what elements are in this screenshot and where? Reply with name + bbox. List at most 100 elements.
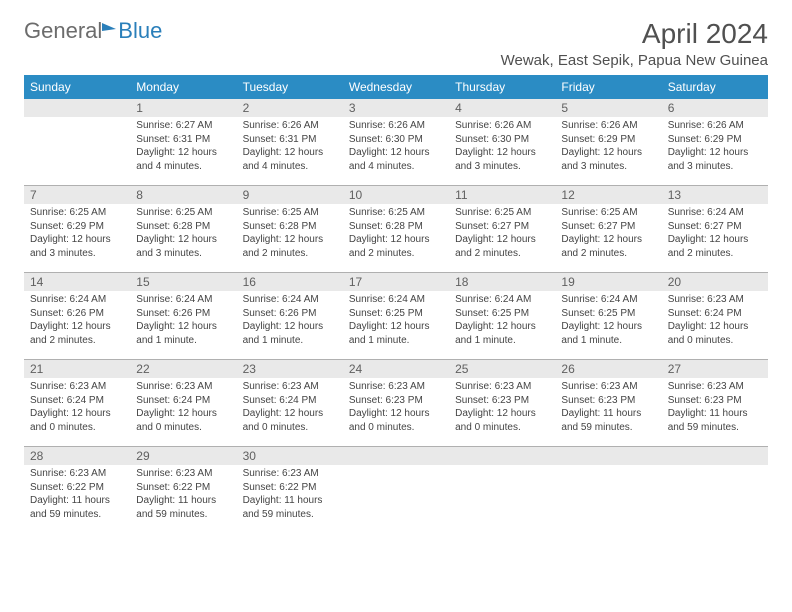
day-empty <box>555 447 661 533</box>
day-28: 28Sunrise: 6:23 AMSunset: 6:22 PMDayligh… <box>24 447 130 533</box>
day-body: Sunrise: 6:23 AMSunset: 6:23 PMDaylight:… <box>555 378 661 438</box>
month-title: April 2024 <box>501 18 768 50</box>
day-number: 13 <box>662 186 768 204</box>
day-number: 14 <box>24 273 130 291</box>
day-body: Sunrise: 6:25 AMSunset: 6:27 PMDaylight:… <box>555 204 661 264</box>
day-number <box>343 447 449 465</box>
day-number: 29 <box>130 447 236 465</box>
day-17: 17Sunrise: 6:24 AMSunset: 6:25 PMDayligh… <box>343 273 449 359</box>
logo: General Blue <box>24 18 162 44</box>
logo-blue-text: Blue <box>118 18 162 44</box>
week-row: 21Sunrise: 6:23 AMSunset: 6:24 PMDayligh… <box>24 360 768 447</box>
day-number: 28 <box>24 447 130 465</box>
day-10: 10Sunrise: 6:25 AMSunset: 6:28 PMDayligh… <box>343 186 449 272</box>
logo-triangle-icon <box>102 23 116 31</box>
day-number: 24 <box>343 360 449 378</box>
day-8: 8Sunrise: 6:25 AMSunset: 6:28 PMDaylight… <box>130 186 236 272</box>
day-number: 10 <box>343 186 449 204</box>
day-14: 14Sunrise: 6:24 AMSunset: 6:26 PMDayligh… <box>24 273 130 359</box>
day-body: Sunrise: 6:23 AMSunset: 6:23 PMDaylight:… <box>662 378 768 438</box>
day-number: 1 <box>130 99 236 117</box>
day-3: 3Sunrise: 6:26 AMSunset: 6:30 PMDaylight… <box>343 99 449 185</box>
weekday-saturday: Saturday <box>662 75 768 99</box>
week-row: 1Sunrise: 6:27 AMSunset: 6:31 PMDaylight… <box>24 99 768 186</box>
day-body: Sunrise: 6:26 AMSunset: 6:31 PMDaylight:… <box>237 117 343 177</box>
day-body: Sunrise: 6:26 AMSunset: 6:30 PMDaylight:… <box>343 117 449 177</box>
calendar-weeks: 1Sunrise: 6:27 AMSunset: 6:31 PMDaylight… <box>24 99 768 533</box>
day-18: 18Sunrise: 6:24 AMSunset: 6:25 PMDayligh… <box>449 273 555 359</box>
day-empty <box>449 447 555 533</box>
day-body: Sunrise: 6:24 AMSunset: 6:26 PMDaylight:… <box>237 291 343 351</box>
weekday-header-row: SundayMondayTuesdayWednesdayThursdayFrid… <box>24 75 768 99</box>
weekday-thursday: Thursday <box>449 75 555 99</box>
day-body: Sunrise: 6:23 AMSunset: 6:24 PMDaylight:… <box>662 291 768 351</box>
day-body: Sunrise: 6:23 AMSunset: 6:23 PMDaylight:… <box>449 378 555 438</box>
day-number: 25 <box>449 360 555 378</box>
day-number: 5 <box>555 99 661 117</box>
day-body: Sunrise: 6:24 AMSunset: 6:26 PMDaylight:… <box>24 291 130 351</box>
day-20: 20Sunrise: 6:23 AMSunset: 6:24 PMDayligh… <box>662 273 768 359</box>
weekday-friday: Friday <box>555 75 661 99</box>
day-13: 13Sunrise: 6:24 AMSunset: 6:27 PMDayligh… <box>662 186 768 272</box>
weekday-wednesday: Wednesday <box>343 75 449 99</box>
day-number: 2 <box>237 99 343 117</box>
weekday-tuesday: Tuesday <box>237 75 343 99</box>
day-body: Sunrise: 6:25 AMSunset: 6:28 PMDaylight:… <box>237 204 343 264</box>
day-number: 8 <box>130 186 236 204</box>
day-body: Sunrise: 6:24 AMSunset: 6:25 PMDaylight:… <box>343 291 449 351</box>
day-number: 6 <box>662 99 768 117</box>
day-body: Sunrise: 6:23 AMSunset: 6:22 PMDaylight:… <box>130 465 236 525</box>
day-7: 7Sunrise: 6:25 AMSunset: 6:29 PMDaylight… <box>24 186 130 272</box>
day-number: 17 <box>343 273 449 291</box>
day-body: Sunrise: 6:25 AMSunset: 6:28 PMDaylight:… <box>343 204 449 264</box>
day-6: 6Sunrise: 6:26 AMSunset: 6:29 PMDaylight… <box>662 99 768 185</box>
day-body: Sunrise: 6:26 AMSunset: 6:29 PMDaylight:… <box>555 117 661 177</box>
day-number: 27 <box>662 360 768 378</box>
day-number: 23 <box>237 360 343 378</box>
day-body: Sunrise: 6:24 AMSunset: 6:26 PMDaylight:… <box>130 291 236 351</box>
day-25: 25Sunrise: 6:23 AMSunset: 6:23 PMDayligh… <box>449 360 555 446</box>
day-number: 20 <box>662 273 768 291</box>
day-number: 18 <box>449 273 555 291</box>
day-body: Sunrise: 6:25 AMSunset: 6:27 PMDaylight:… <box>449 204 555 264</box>
day-number: 9 <box>237 186 343 204</box>
day-body: Sunrise: 6:26 AMSunset: 6:30 PMDaylight:… <box>449 117 555 177</box>
day-number: 4 <box>449 99 555 117</box>
day-19: 19Sunrise: 6:24 AMSunset: 6:25 PMDayligh… <box>555 273 661 359</box>
day-body: Sunrise: 6:25 AMSunset: 6:29 PMDaylight:… <box>24 204 130 264</box>
day-empty <box>24 99 130 185</box>
day-2: 2Sunrise: 6:26 AMSunset: 6:31 PMDaylight… <box>237 99 343 185</box>
day-5: 5Sunrise: 6:26 AMSunset: 6:29 PMDaylight… <box>555 99 661 185</box>
day-24: 24Sunrise: 6:23 AMSunset: 6:23 PMDayligh… <box>343 360 449 446</box>
weekday-sunday: Sunday <box>24 75 130 99</box>
day-11: 11Sunrise: 6:25 AMSunset: 6:27 PMDayligh… <box>449 186 555 272</box>
weekday-monday: Monday <box>130 75 236 99</box>
header: General Blue April 2024 Wewak, East Sepi… <box>24 18 768 69</box>
day-29: 29Sunrise: 6:23 AMSunset: 6:22 PMDayligh… <box>130 447 236 533</box>
day-body: Sunrise: 6:24 AMSunset: 6:25 PMDaylight:… <box>449 291 555 351</box>
day-number: 30 <box>237 447 343 465</box>
day-15: 15Sunrise: 6:24 AMSunset: 6:26 PMDayligh… <box>130 273 236 359</box>
day-body: Sunrise: 6:23 AMSunset: 6:24 PMDaylight:… <box>237 378 343 438</box>
day-number <box>662 447 768 465</box>
day-4: 4Sunrise: 6:26 AMSunset: 6:30 PMDaylight… <box>449 99 555 185</box>
logo-general-text: General <box>24 18 102 44</box>
day-body: Sunrise: 6:26 AMSunset: 6:29 PMDaylight:… <box>662 117 768 177</box>
day-30: 30Sunrise: 6:23 AMSunset: 6:22 PMDayligh… <box>237 447 343 533</box>
day-number: 26 <box>555 360 661 378</box>
day-body: Sunrise: 6:25 AMSunset: 6:28 PMDaylight:… <box>130 204 236 264</box>
day-27: 27Sunrise: 6:23 AMSunset: 6:23 PMDayligh… <box>662 360 768 446</box>
day-23: 23Sunrise: 6:23 AMSunset: 6:24 PMDayligh… <box>237 360 343 446</box>
day-number <box>449 447 555 465</box>
day-number <box>555 447 661 465</box>
calendar: SundayMondayTuesdayWednesdayThursdayFrid… <box>24 75 768 533</box>
location-text: Wewak, East Sepik, Papua New Guinea <box>501 52 768 69</box>
day-16: 16Sunrise: 6:24 AMSunset: 6:26 PMDayligh… <box>237 273 343 359</box>
day-body: Sunrise: 6:23 AMSunset: 6:23 PMDaylight:… <box>343 378 449 438</box>
day-21: 21Sunrise: 6:23 AMSunset: 6:24 PMDayligh… <box>24 360 130 446</box>
day-22: 22Sunrise: 6:23 AMSunset: 6:24 PMDayligh… <box>130 360 236 446</box>
day-number: 16 <box>237 273 343 291</box>
day-body: Sunrise: 6:23 AMSunset: 6:22 PMDaylight:… <box>24 465 130 525</box>
week-row: 14Sunrise: 6:24 AMSunset: 6:26 PMDayligh… <box>24 273 768 360</box>
week-row: 7Sunrise: 6:25 AMSunset: 6:29 PMDaylight… <box>24 186 768 273</box>
